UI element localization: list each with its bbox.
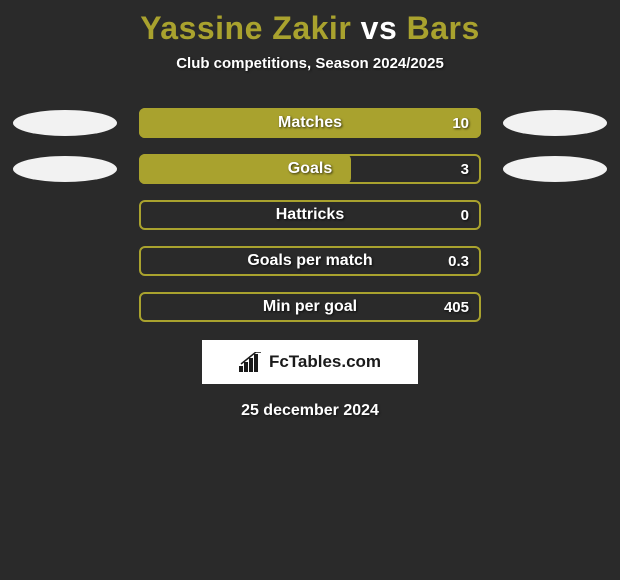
stat-label: Goals <box>139 160 481 178</box>
title-player1: Yassine Zakir <box>140 10 351 46</box>
stat-value: 3 <box>461 161 469 178</box>
stat-row: Hattricks0 <box>0 200 620 230</box>
stat-bar: Hattricks0 <box>139 200 481 230</box>
stat-row: Goals per match0.3 <box>0 246 620 276</box>
title-vs: vs <box>361 10 398 46</box>
stat-row: Matches10 <box>0 108 620 138</box>
left-oval <box>13 110 117 136</box>
stat-bar: Goals3 <box>139 154 481 184</box>
title-player2: Bars <box>407 10 480 46</box>
stat-label: Min per goal <box>139 298 481 316</box>
stat-bar: Matches10 <box>139 108 481 138</box>
bars-icon <box>239 352 263 372</box>
page-title: Yassine Zakir vs Bars <box>0 0 620 47</box>
stat-label: Goals per match <box>139 252 481 270</box>
stat-value: 405 <box>444 299 469 316</box>
left-oval-spacer <box>13 248 117 274</box>
stat-row: Goals3 <box>0 154 620 184</box>
right-oval <box>503 110 607 136</box>
stat-label: Matches <box>139 114 481 132</box>
right-oval-spacer <box>503 202 607 228</box>
right-oval-spacer <box>503 248 607 274</box>
stat-value: 10 <box>452 115 469 132</box>
stat-label: Hattricks <box>139 206 481 224</box>
stat-value: 0.3 <box>448 253 469 270</box>
date-label: 25 december 2024 <box>0 402 620 420</box>
stat-value: 0 <box>461 207 469 224</box>
right-oval <box>503 156 607 182</box>
brand-text: FcTables.com <box>269 352 381 372</box>
left-oval-spacer <box>13 294 117 320</box>
stat-row: Min per goal405 <box>0 292 620 322</box>
right-oval-spacer <box>503 294 607 320</box>
stat-bar: Goals per match0.3 <box>139 246 481 276</box>
subtitle: Club competitions, Season 2024/2025 <box>0 55 620 72</box>
left-oval <box>13 156 117 182</box>
left-oval-spacer <box>13 202 117 228</box>
stat-bar: Min per goal405 <box>139 292 481 322</box>
brand-badge: FcTables.com <box>202 340 418 384</box>
stats-rows: Matches10 Goals3 Hattricks0 Goals per match… <box>0 108 620 322</box>
